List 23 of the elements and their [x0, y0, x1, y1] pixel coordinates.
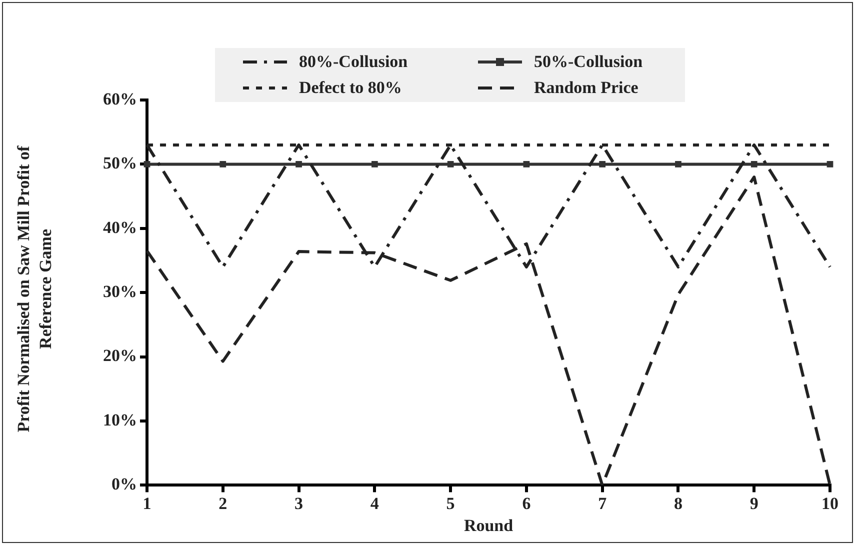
x-tick-label: 6 [522, 494, 531, 513]
x-tick-label: 5 [446, 494, 455, 513]
y-tick-label: 30% [103, 282, 137, 301]
x-tick-label: 1 [142, 494, 152, 513]
x-tick-label: 2 [218, 494, 228, 513]
x-tick-label: 4 [370, 494, 380, 513]
x-tick-label: 10 [822, 494, 838, 513]
x-tick-label: 8 [674, 494, 682, 513]
x-tick-label: 9 [750, 494, 758, 513]
legend-label: 50%-Collusion [534, 52, 643, 72]
x-axis-title: Round [464, 516, 514, 536]
x-tick-label: 7 [598, 494, 608, 513]
y-tick-label: 20% [103, 346, 137, 366]
y-tick-label: 50% [103, 154, 137, 173]
y-tick-label: 10% [103, 410, 137, 430]
y-tick-label: 0% [112, 474, 137, 494]
legend-label: Random Price [534, 78, 638, 98]
y-axis-title: Profit Normalised on Saw Mill Profit of Reference Game [13, 144, 56, 434]
legend-label: Defect to 80% [299, 78, 402, 98]
y-tick-label: 60% [103, 89, 137, 108]
legend-label: 80%-Collusion [299, 52, 408, 72]
x-tick-label: 3 [294, 494, 304, 513]
y-tick-label: 40% [103, 218, 137, 237]
